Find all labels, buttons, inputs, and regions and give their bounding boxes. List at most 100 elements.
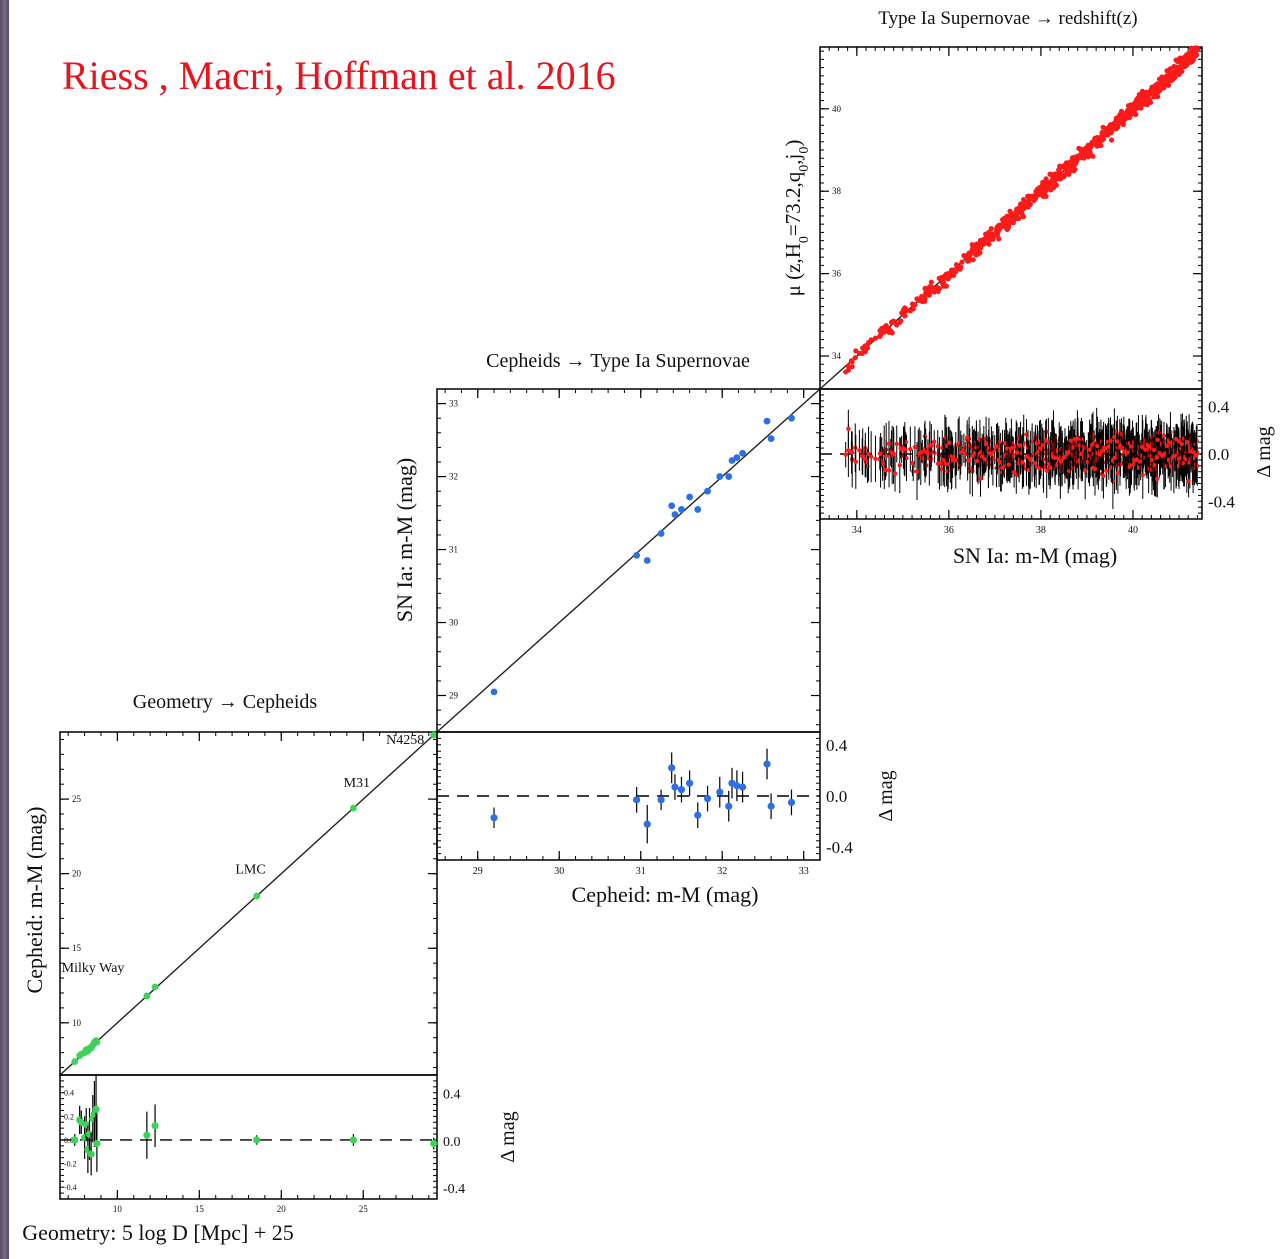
supernova-resid-point: [996, 439, 1001, 444]
supernova-resid-point: [1000, 465, 1005, 470]
supernova-resid-point: [1072, 436, 1078, 442]
supernova-resid-point: [977, 437, 983, 443]
supernova-resid-point: [1126, 441, 1131, 446]
cepheid-data-point: [704, 487, 711, 495]
geometry-resid-frame: [59, 1074, 438, 1200]
geometry-fit-line: [59, 731, 438, 1076]
supernova-data-point: [970, 257, 976, 263]
supernova-resid-point: [932, 439, 937, 444]
cepheid-data-point: [633, 551, 641, 559]
geometry-x-tick-label: 10: [113, 1204, 123, 1214]
supernova-data-point: [1183, 52, 1190, 58]
supernova-resid-point: [998, 459, 1003, 465]
supernova-resid-point: [980, 454, 985, 459]
cepheid-data-point: [763, 417, 771, 425]
supernova-data-point: [868, 337, 874, 343]
geometry-data-point: [253, 892, 261, 900]
supernova-resid-point: [935, 444, 940, 449]
supernova-resid-point: [1040, 442, 1045, 448]
supernova-data-point: [1085, 154, 1091, 160]
cepheid-resid-right-label: -0.4: [826, 838, 853, 857]
supernova-resid-point: [1140, 472, 1145, 478]
supernova-data-point: [1006, 222, 1012, 229]
supernova-data-point: [1188, 50, 1194, 56]
cepheid-data-point: [643, 557, 651, 564]
cepheid-y-tick-label: 29: [449, 691, 459, 701]
supernova-data-point: [946, 274, 952, 280]
supernova-resid-point: [1082, 468, 1088, 473]
supernova-data-point: [1034, 186, 1041, 192]
supernova-data-point: [845, 363, 851, 369]
supernova-resid-point: [923, 450, 929, 455]
supernova-resid-point: [880, 461, 885, 466]
geometry-ylabel: Cepheid: m-M (mag): [22, 807, 47, 994]
cepheid-resid-point: [694, 811, 702, 819]
supernova-resid-point: [966, 457, 972, 463]
geometry-resid-right-label: 0.4: [443, 1088, 461, 1103]
supernova-resid-point: [859, 453, 865, 459]
supernova-data-point: [1078, 155, 1084, 161]
cepheid-y-tick-label: 31: [449, 545, 458, 555]
supernova-data-point: [1179, 63, 1185, 69]
supernova-data-point: [1043, 185, 1049, 191]
supernova-resid-point: [883, 453, 889, 459]
supernova-residual-plot: 34 36 38 40 -0.4 0.0 0.4: [819, 388, 1235, 536]
supernova-resid-point: [1011, 469, 1017, 475]
supernova-data-point: [1138, 105, 1144, 111]
supernova-data-point: [903, 308, 909, 314]
supernova-data-point: [974, 244, 980, 250]
supernova-data-point: [1129, 105, 1135, 111]
supernova-data-point: [916, 297, 922, 304]
supernova-y-tick-label: 38: [832, 186, 842, 196]
supernova-resid-point: [1104, 468, 1109, 473]
supernova-data-point: [899, 310, 905, 316]
supernova-resid-point: [1133, 457, 1138, 463]
supernova-resid-point: [843, 452, 848, 457]
supernova-resid-point: [1043, 438, 1048, 443]
supernova-resid-point: [914, 468, 920, 474]
supernova-data-point: [1031, 195, 1038, 201]
cepheid-ylabel: SN Ia: m-M (mag): [392, 458, 417, 622]
geometry-resid-point: [93, 1139, 101, 1148]
cepheid-data-point: [490, 688, 498, 696]
supernova-data-point: [1107, 122, 1114, 128]
cepheid-resid-point: [686, 779, 694, 787]
supernova-resid-point: [1168, 440, 1173, 445]
supernova-resid-point: [983, 441, 989, 446]
supernova-resid-point: [892, 471, 898, 476]
supernova-main-plot: 34 36 38 40: [819, 45, 1203, 390]
geometry-x-tick-label: 20: [277, 1204, 287, 1214]
cepheid-resid-point: [643, 820, 651, 828]
geometry-annotation: Milky Way: [62, 961, 125, 976]
supernova-resid-right-label: 0.0: [1208, 445, 1229, 464]
supernova-resid-point: [911, 469, 916, 474]
geometry-y-tick-label: 20: [72, 869, 82, 879]
geometry-annotation: LMC: [235, 863, 265, 878]
geometry-resid-tick-label: -0.4: [64, 1183, 77, 1192]
supernova-resid-point: [1161, 452, 1167, 457]
geometry-data-point: [143, 992, 151, 1000]
supernova-data-point: [1156, 76, 1163, 82]
supernova-data-point: [1161, 80, 1167, 86]
supernova-data-point: [1066, 171, 1072, 177]
supernova-resid-point: [1028, 457, 1033, 462]
supernova-data-point: [898, 318, 904, 324]
supernova-resid-point: [904, 455, 909, 461]
supernova-data-point: [912, 302, 918, 308]
supernova-x-tick-label: 36: [944, 525, 954, 536]
supernova-data-point: [1072, 166, 1078, 173]
cepheid-data-point: [657, 530, 665, 537]
supernova-data-point: [1052, 173, 1058, 180]
supernova-resid-point: [1101, 473, 1106, 479]
geometry-resid-tick-label: 0.4: [64, 1089, 74, 1098]
supernova-resid-point: [1108, 438, 1113, 443]
supernova-resid-point: [1029, 439, 1035, 444]
supernova-resid-point: [963, 452, 968, 457]
supernova-resid-right-label: 0.4: [1208, 398, 1230, 417]
supernova-data-point: [921, 298, 928, 304]
supernova-data-point: [1058, 170, 1064, 176]
cepheid-data-point: [678, 506, 685, 513]
supernova-resid-point: [1118, 462, 1123, 467]
geometry-resid-point: [151, 1122, 159, 1130]
supernova-resid-point: [1082, 445, 1087, 450]
